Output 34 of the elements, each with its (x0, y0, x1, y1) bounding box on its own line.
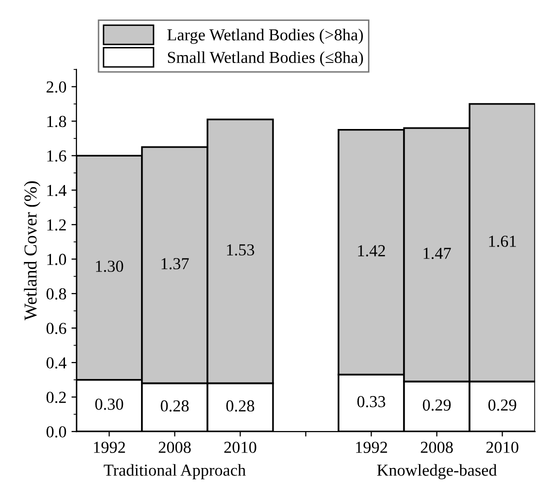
data-label: 0.29 (488, 399, 516, 411)
y-tick-label: 1.4 (47, 184, 66, 196)
x-tick-label: 1992 (94, 442, 125, 453)
data-label: 1.47 (424, 248, 451, 260)
y-tick-label: 1.8 (47, 116, 66, 128)
data-label: 1.30 (96, 260, 124, 272)
y-tick-label: 0.8 (46, 288, 66, 300)
text: Traditional Approach (104, 464, 246, 480)
data-label: 0.29 (422, 399, 451, 411)
x-tick-label: 2010 (486, 442, 518, 453)
x-tick-label: 1992 (356, 442, 388, 453)
text: Knowledge-based (377, 464, 497, 480)
y-tick-label: 0.4 (46, 357, 66, 369)
legend-label: Large Wetland Bodies (>8ha) (167, 28, 363, 44)
data-label: 0.28 (226, 400, 254, 412)
data-label: 0.33 (357, 396, 386, 408)
y-axis-title: Wetland Cover (%) (24, 181, 40, 320)
data-label: 1.42 (358, 245, 385, 256)
x-tick-label: 2010 (224, 442, 256, 453)
y-tick-label: 1.2 (47, 219, 66, 231)
y-tick-label: 0.0 (46, 426, 66, 438)
legend-label: Small Wetland Bodies (≤8ha) (168, 51, 363, 66)
data-label: 1.53 (227, 244, 254, 256)
data-label: 0.30 (95, 398, 124, 410)
data-label: 0.28 (160, 400, 189, 412)
x-tick-label: 2008 (420, 442, 453, 453)
y-tick-label: 0.2 (46, 392, 66, 404)
y-tick-label: 1.0 (47, 254, 66, 266)
y-tick-label: 2.0 (46, 81, 66, 93)
y-tick-label: 0.6 (46, 322, 66, 334)
y-tick-label: 1.6 (47, 150, 66, 162)
data-label: 1.37 (162, 258, 189, 270)
data-label: 1.61 (489, 236, 516, 247)
x-tick-label: 2008 (158, 442, 191, 453)
